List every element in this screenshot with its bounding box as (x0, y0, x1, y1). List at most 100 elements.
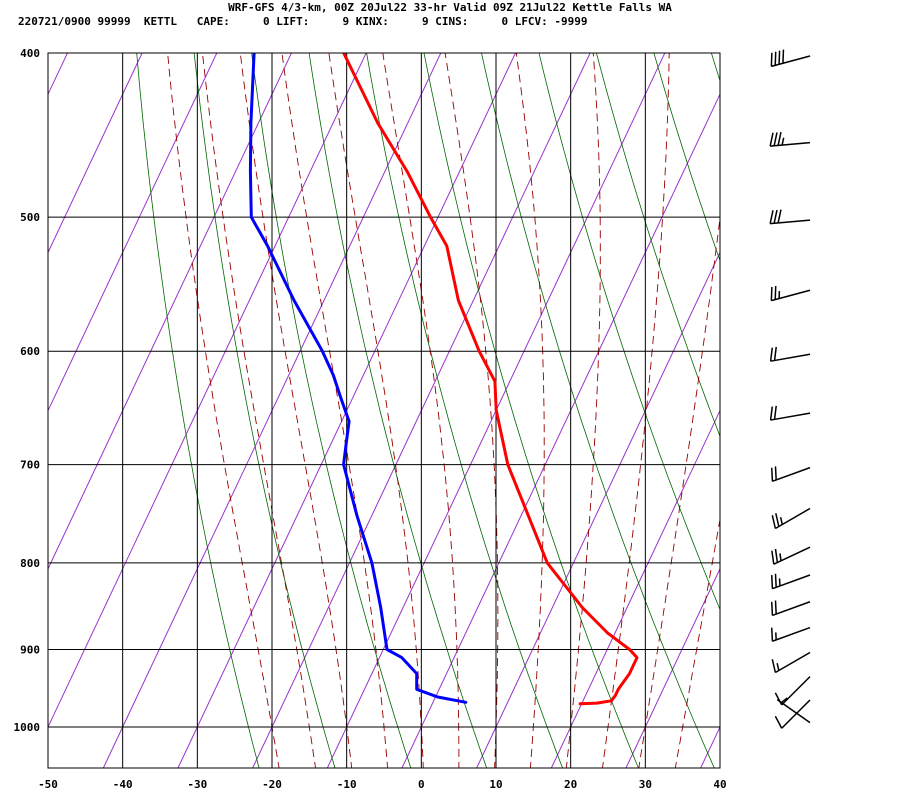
y-tick-labels: 400 500 600 700 800 900 1000 (14, 47, 41, 734)
wind-barb (770, 600, 811, 617)
wind-barb (771, 546, 811, 565)
dry-adiabat-line (136, 53, 260, 768)
moist-adiabat-line (239, 53, 353, 768)
x-tick-label: -20 (262, 778, 282, 791)
wind-barbs (769, 49, 811, 729)
dry-adiabat-line (308, 53, 488, 768)
wind-barb-flag (780, 697, 788, 704)
wind-barb-flag (774, 573, 777, 588)
wind-barb-flag (781, 137, 785, 146)
chart-title: WRF-GFS 4/3-km, 00Z 20Jul22 33-hr Valid … (228, 1, 672, 14)
moist-adiabat-line (674, 517, 720, 768)
wind-barb-flag (769, 210, 774, 224)
wind-barb (771, 651, 811, 674)
isotherm-line (625, 567, 720, 768)
isotherm-line (48, 53, 69, 96)
x-tick-label: -10 (337, 778, 357, 791)
wind-barb (769, 405, 811, 421)
wind-barb (774, 699, 811, 729)
wind-barb-staff (772, 626, 811, 642)
moist-adiabat-line (515, 53, 545, 768)
wind-barb-flag (774, 600, 777, 615)
wind-barb-staff (774, 507, 811, 530)
wind-barb-staff (772, 601, 811, 617)
wind-barb-staff (770, 141, 811, 147)
moist-adiabat-line (328, 53, 424, 768)
stability-indices-line: 220721/0900 99999 KETTL CAPE: 0 LIFT: 9 … (18, 15, 588, 28)
isotherm-line (48, 53, 293, 570)
wind-barb-flag (774, 466, 777, 480)
wind-barb-flag (769, 132, 774, 147)
x-tick-label: 20 (564, 778, 577, 791)
wind-barb (769, 346, 811, 362)
isotherm-line (48, 53, 367, 729)
dry-adiabat-line (710, 53, 720, 82)
wind-barb-flag (775, 513, 780, 527)
wind-barb (771, 507, 811, 530)
wind-barb (770, 626, 811, 642)
wind-barb-flag (770, 601, 774, 616)
wind-barb-flag (773, 209, 778, 224)
wind-barb (770, 49, 811, 68)
y-tick-label: 600 (20, 345, 40, 358)
moist-adiabat-line (638, 215, 720, 768)
isotherm-line (0, 15, 11, 770)
wind-barb-flag (777, 209, 782, 224)
wind-barb-flag (770, 575, 774, 589)
dry-adiabat-line (595, 53, 720, 438)
wind-barb-staff (770, 412, 811, 421)
moist-adiabat-line (444, 53, 499, 768)
wind-barb-staff (771, 289, 811, 302)
dry-adiabat-line (757, 15, 900, 770)
wind-barb (769, 209, 811, 225)
wind-barb (770, 285, 811, 302)
wind-barb-staff (781, 699, 811, 729)
dry-adiabat-line (366, 53, 563, 768)
wind-barb-flag (770, 467, 774, 482)
background-lines (0, 15, 900, 770)
isotherm-line (476, 251, 720, 768)
wind-barb-flag (773, 346, 777, 361)
isotherm-line (252, 53, 591, 768)
x-tick-label: 40 (713, 778, 726, 791)
wind-barb (770, 573, 811, 590)
wind-barb-flag (779, 553, 782, 561)
y-tick-label: 800 (20, 557, 40, 570)
dry-adiabat-line (870, 15, 900, 770)
profiles (248, 53, 639, 706)
wind-barb-flag (770, 627, 774, 642)
y-tick-label: 1000 (14, 721, 41, 734)
x-tick-label: -30 (187, 778, 207, 791)
wind-barb-flag (769, 406, 774, 421)
wind-barb-flag (771, 550, 775, 565)
x-tick-label: -50 (38, 778, 58, 791)
grid (47, 52, 721, 768)
wind-barb-flag (771, 515, 777, 529)
moist-adiabat-line (281, 53, 388, 768)
wind-barb-flag (774, 548, 779, 563)
dry-adiabat-line (653, 53, 720, 262)
isotherm-line (102, 53, 442, 768)
dry-adiabat-line (538, 53, 720, 611)
y-tick-label: 900 (20, 643, 40, 656)
dry-adiabat-line (813, 15, 900, 770)
dry-adiabat-line (193, 53, 336, 768)
wind-barb-flag (774, 715, 783, 729)
wind-barb-flag (769, 347, 774, 362)
isotherm-line (177, 53, 517, 768)
x-tick-label: -40 (113, 778, 133, 791)
temperature-profile (342, 53, 639, 706)
plot-frame (47, 52, 721, 769)
wind-barb-flag (774, 692, 783, 706)
x-tick-labels: -50 -40 -30 -20 -10 0 10 20 30 40 (38, 778, 727, 791)
y-tick-label: 700 (20, 459, 40, 472)
isotherm-line (401, 93, 720, 768)
wind-barb-flag (773, 405, 777, 420)
moist-adiabat-line (382, 53, 460, 768)
moist-adiabat-line (202, 53, 316, 768)
isotherm-line (48, 53, 218, 412)
wind-barb-flag (773, 132, 778, 146)
wind-barb-staff (776, 699, 811, 724)
isotherm-line (48, 53, 143, 254)
